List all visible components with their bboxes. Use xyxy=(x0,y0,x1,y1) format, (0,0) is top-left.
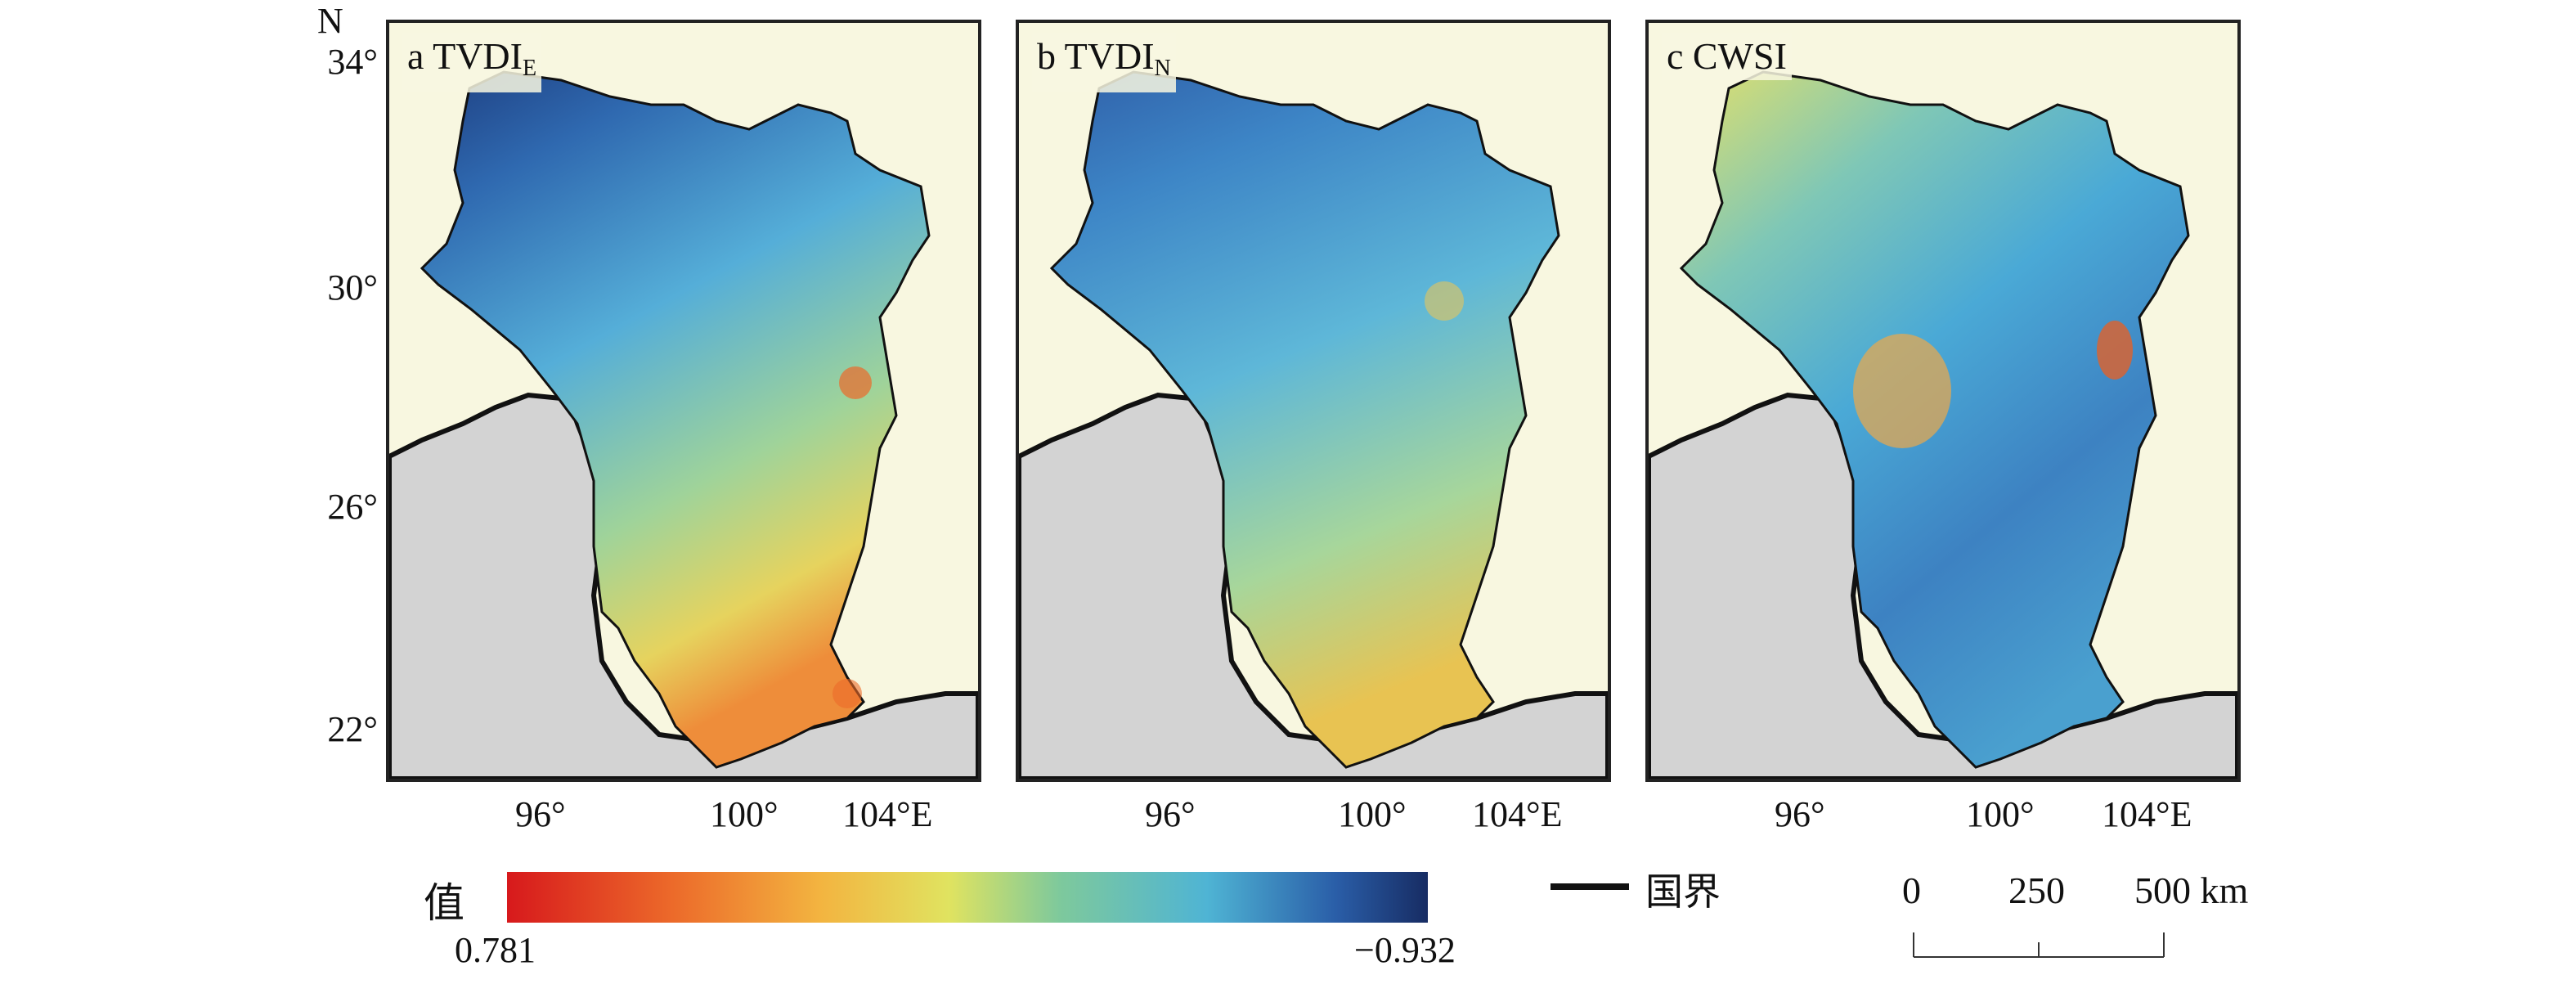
neighbor-land-a xyxy=(389,392,978,779)
north-label: N xyxy=(317,1,343,41)
scale-bar xyxy=(1913,932,2165,958)
scale-label-0: 0 xyxy=(1902,869,1921,911)
colorbar-min-label: 0.781 xyxy=(455,930,536,970)
lon-label-c-96: 96° xyxy=(1775,794,1825,834)
lon-label-b-96: 96° xyxy=(1145,794,1196,834)
colorbar-max-label: −0.932 xyxy=(1354,930,1456,970)
study-area-b xyxy=(1049,70,1560,769)
lon-label-c-104: 104°E xyxy=(2102,794,2192,834)
map-b-graphic xyxy=(1019,70,1608,779)
neighbor-land-b xyxy=(1019,392,1608,779)
map-panel-c: c CWSI xyxy=(1645,20,2241,782)
neighbor-land-c xyxy=(1649,392,2237,779)
scale-label-250: 250 xyxy=(2008,869,2065,911)
lat-label-30: 30° xyxy=(327,267,378,308)
panel-label-c: c CWSI xyxy=(1662,33,1792,80)
study-area-a xyxy=(420,70,931,769)
lat-label-22: 22° xyxy=(327,709,378,749)
scale-label-500: 500 km xyxy=(2134,869,2249,911)
border-legend-swatch xyxy=(1551,883,1629,890)
lon-label-a-96: 96° xyxy=(515,794,566,834)
map-a-graphic xyxy=(389,70,978,779)
lat-label-34: 34° xyxy=(327,42,378,82)
lon-label-a-100: 100° xyxy=(710,794,779,834)
colorbar xyxy=(507,872,1428,923)
legend-title: 值 xyxy=(424,879,464,927)
lon-label-c-100: 100° xyxy=(1966,794,2035,834)
lat-label-26: 26° xyxy=(327,487,378,527)
map-panel-a: a TVDIE xyxy=(386,20,981,782)
map-panel-b: b TVDIN xyxy=(1016,20,1611,782)
border-legend-label: 国界 xyxy=(1645,869,1721,914)
map-c-graphic xyxy=(1649,70,2237,779)
panel-label-b: b TVDIN xyxy=(1032,33,1176,92)
lon-label-b-100: 100° xyxy=(1338,794,1407,834)
lon-label-a-104: 104°E xyxy=(842,794,933,834)
lon-label-b-104: 104°E xyxy=(1472,794,1563,834)
panel-label-a: a TVDIE xyxy=(402,33,542,92)
